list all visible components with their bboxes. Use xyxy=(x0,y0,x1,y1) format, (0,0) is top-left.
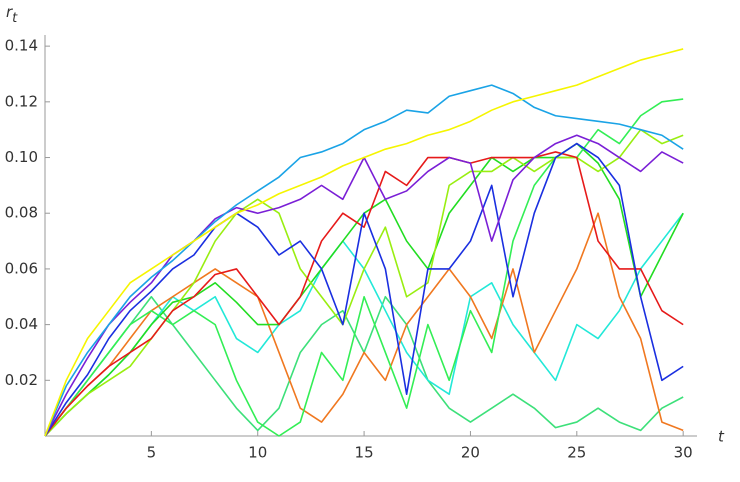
series-line xyxy=(44,84,684,437)
y-axis-label-subscript: t xyxy=(12,11,18,26)
y-axis-label-main: r xyxy=(6,3,13,21)
x-tick-label: 25 xyxy=(567,444,586,462)
x-tick-label: 20 xyxy=(461,444,480,462)
x-tick-label: 15 xyxy=(355,444,374,462)
series-line xyxy=(44,212,684,437)
series-line xyxy=(44,142,684,437)
y-tick-label: 0.10 xyxy=(5,148,38,166)
y-axis-label: rt xyxy=(6,3,18,26)
series-line xyxy=(44,128,684,437)
x-tick-label: 5 xyxy=(147,444,157,462)
series-line xyxy=(44,151,684,437)
x-tick-label: 30 xyxy=(674,444,693,462)
x-tick-label: 10 xyxy=(248,444,267,462)
x-axis-label: t xyxy=(718,428,725,446)
series-line xyxy=(44,142,684,437)
y-tick-label: 0.04 xyxy=(5,315,38,333)
y-tick-label: 0.14 xyxy=(5,37,38,55)
y-tick-label: 0.12 xyxy=(5,92,38,110)
series-line xyxy=(44,48,684,437)
y-tick-label: 0.06 xyxy=(5,259,38,277)
series-line xyxy=(44,134,684,437)
y-tick-label: 0.08 xyxy=(5,204,38,222)
y-tick-label: 0.02 xyxy=(5,371,38,389)
